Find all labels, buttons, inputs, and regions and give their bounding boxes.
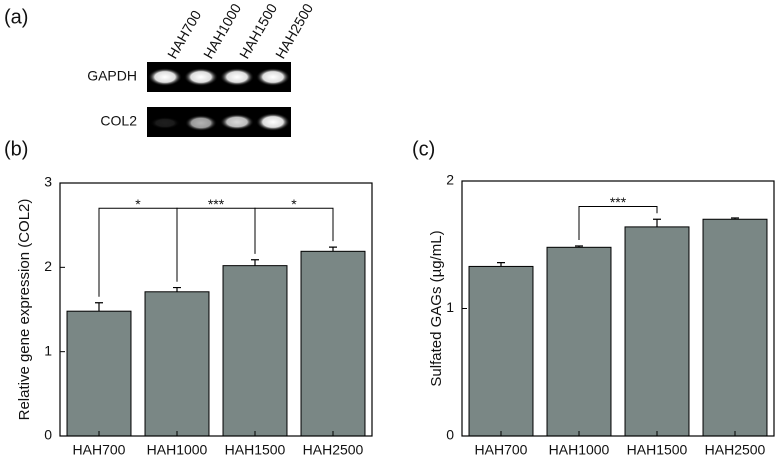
significance-bracket (254, 207, 334, 254)
y-tick-label: 2 (446, 172, 454, 188)
bar (624, 226, 690, 437)
error-bar (95, 302, 103, 312)
gel-band (256, 68, 290, 86)
error-bar (653, 218, 661, 227)
panel-label: (a) (4, 6, 28, 28)
gel-row-label: COL2 (100, 113, 137, 129)
plot-frame (461, 180, 775, 437)
x-tick-label: HAH1000 (147, 442, 208, 458)
gel-band (150, 117, 180, 129)
gel-band (184, 68, 218, 86)
x-tick-label: HAH1000 (549, 442, 610, 458)
bar (144, 291, 210, 437)
gel-band (185, 115, 217, 131)
x-tick-label: HAH2500 (705, 442, 766, 458)
y-tick-label: 0 (446, 427, 454, 443)
gel: GAPDH COL2 HAH700 HAH1000 HAH1500 HAH250… (87, 1, 316, 137)
significance-label: * (135, 196, 141, 212)
significance-label: * (291, 196, 297, 212)
panel-label: (c) (412, 138, 435, 160)
bar (222, 265, 288, 437)
error-bar (329, 246, 337, 252)
x-tick-label: HAH2500 (303, 442, 364, 458)
y-tick-label: 3 (44, 174, 52, 190)
error-bar (497, 262, 505, 267)
gel-band (148, 68, 182, 86)
error-bar (251, 259, 259, 266)
bar (702, 218, 768, 437)
x-tick-label: HAH700 (475, 442, 528, 458)
error-bar (731, 217, 739, 220)
y-tick-label: 0 (44, 427, 52, 443)
y-tick-label: 1 (446, 299, 454, 315)
error-bar (173, 286, 181, 292)
y-tick-label: 2 (44, 258, 52, 274)
significance-label: *** (208, 196, 225, 212)
bar (66, 310, 132, 437)
significance-bracket (98, 207, 178, 297)
y-axis-label: Relative gene expression (COL2) (16, 199, 33, 421)
significance-label: *** (610, 194, 627, 210)
gel-row-label: GAPDH (87, 68, 137, 84)
bar (468, 265, 534, 437)
panel-label: (b) (4, 138, 28, 160)
gel-lane-label: HAH700 (164, 7, 204, 61)
gel-band (220, 68, 254, 86)
plot-frame (59, 182, 373, 437)
error-bar (575, 245, 583, 248)
y-tick-label: 1 (44, 342, 52, 358)
gel-band (256, 113, 290, 131)
x-tick-label: HAH1500 (627, 442, 688, 458)
bar (300, 250, 366, 437)
bar (546, 246, 612, 437)
x-tick-label: HAH1500 (225, 442, 286, 458)
y-axis-label: Sulfated GAGs (µg/mL) (428, 230, 445, 386)
significance-bracket (578, 206, 658, 241)
x-tick-label: HAH700 (73, 442, 126, 458)
gel-band (220, 114, 254, 130)
